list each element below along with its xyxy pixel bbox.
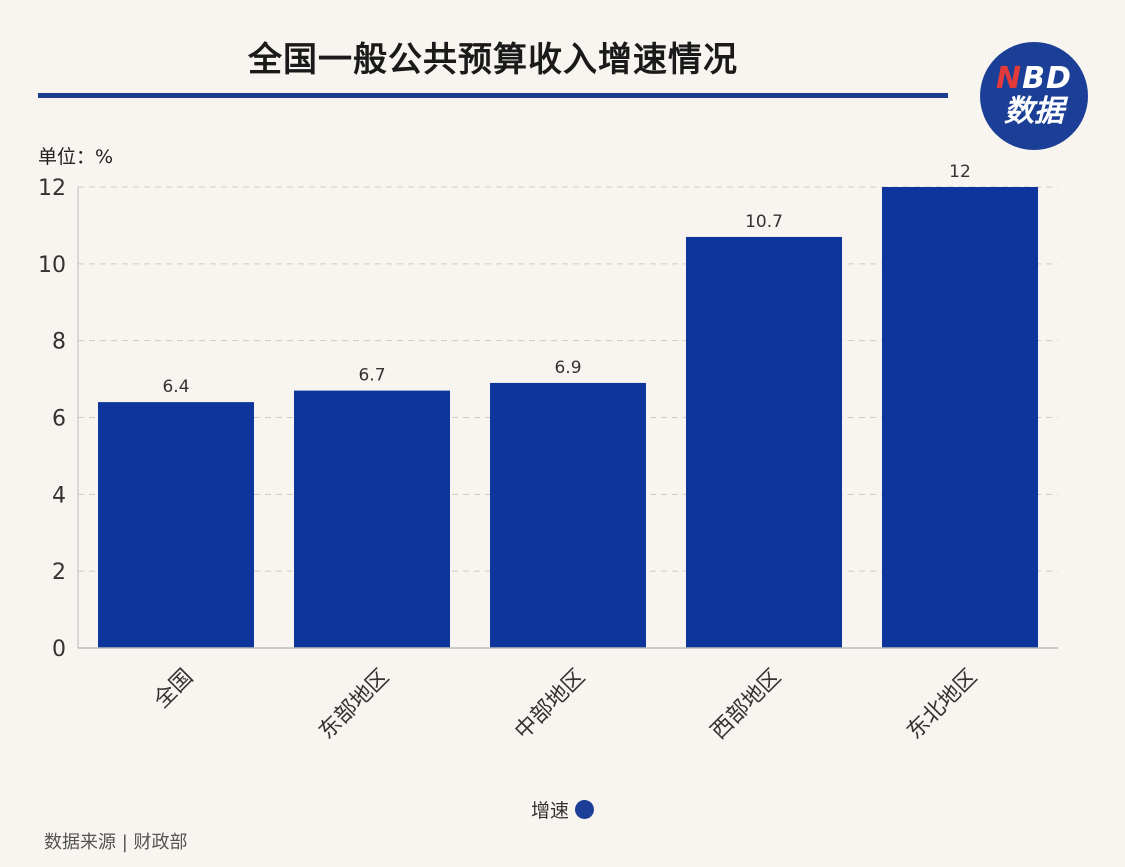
logo-line1: NBD [996,63,1072,95]
nbd-logo: NBD 数据 [980,42,1088,150]
x-tick-label: 东部地区 [314,665,394,745]
x-tick-label: 东北地区 [902,665,982,745]
y-tick-label: 12 [38,176,66,201]
x-tick-label: 西部地区 [706,665,786,745]
data-label: 12 [949,162,971,182]
logo-n: N [996,61,1023,96]
y-tick-label: 2 [52,560,66,585]
legend: 增速 [0,796,1125,823]
bar [686,236,842,649]
bar [294,390,450,648]
title-underline [38,93,948,98]
y-tick-label: 0 [52,637,66,662]
source-note: 数据来源 | 财政部 [44,832,188,853]
data-label: 6.7 [358,366,385,386]
bar-chart: 0 2 4 6 8 10 12 6.4 全国 6.7 东部地区 6.9 中部地区 10.7 西部地区 12 东北… [38,162,1058,745]
bar [98,402,254,648]
bar [882,187,1038,648]
legend-dot-icon [575,800,594,819]
data-label: 6.4 [162,377,189,397]
data-label: 10.7 [745,212,783,232]
chart-title: 全国一般公共预算收入增速情况 [248,40,738,80]
x-tick-label: 全国 [149,665,198,714]
logo-bd: BD [1022,61,1072,96]
y-tick-label: 10 [38,253,66,278]
unit-label: 单位：% [38,146,114,168]
y-tick-label: 6 [52,407,66,432]
y-tick-label: 8 [52,330,66,355]
bar [490,382,646,648]
data-label: 6.9 [554,358,581,378]
logo-line2: 数据 [1004,94,1064,129]
legend-label: 增速 [530,800,569,822]
y-tick-label: 4 [52,483,66,508]
x-tick-label: 中部地区 [510,665,590,745]
